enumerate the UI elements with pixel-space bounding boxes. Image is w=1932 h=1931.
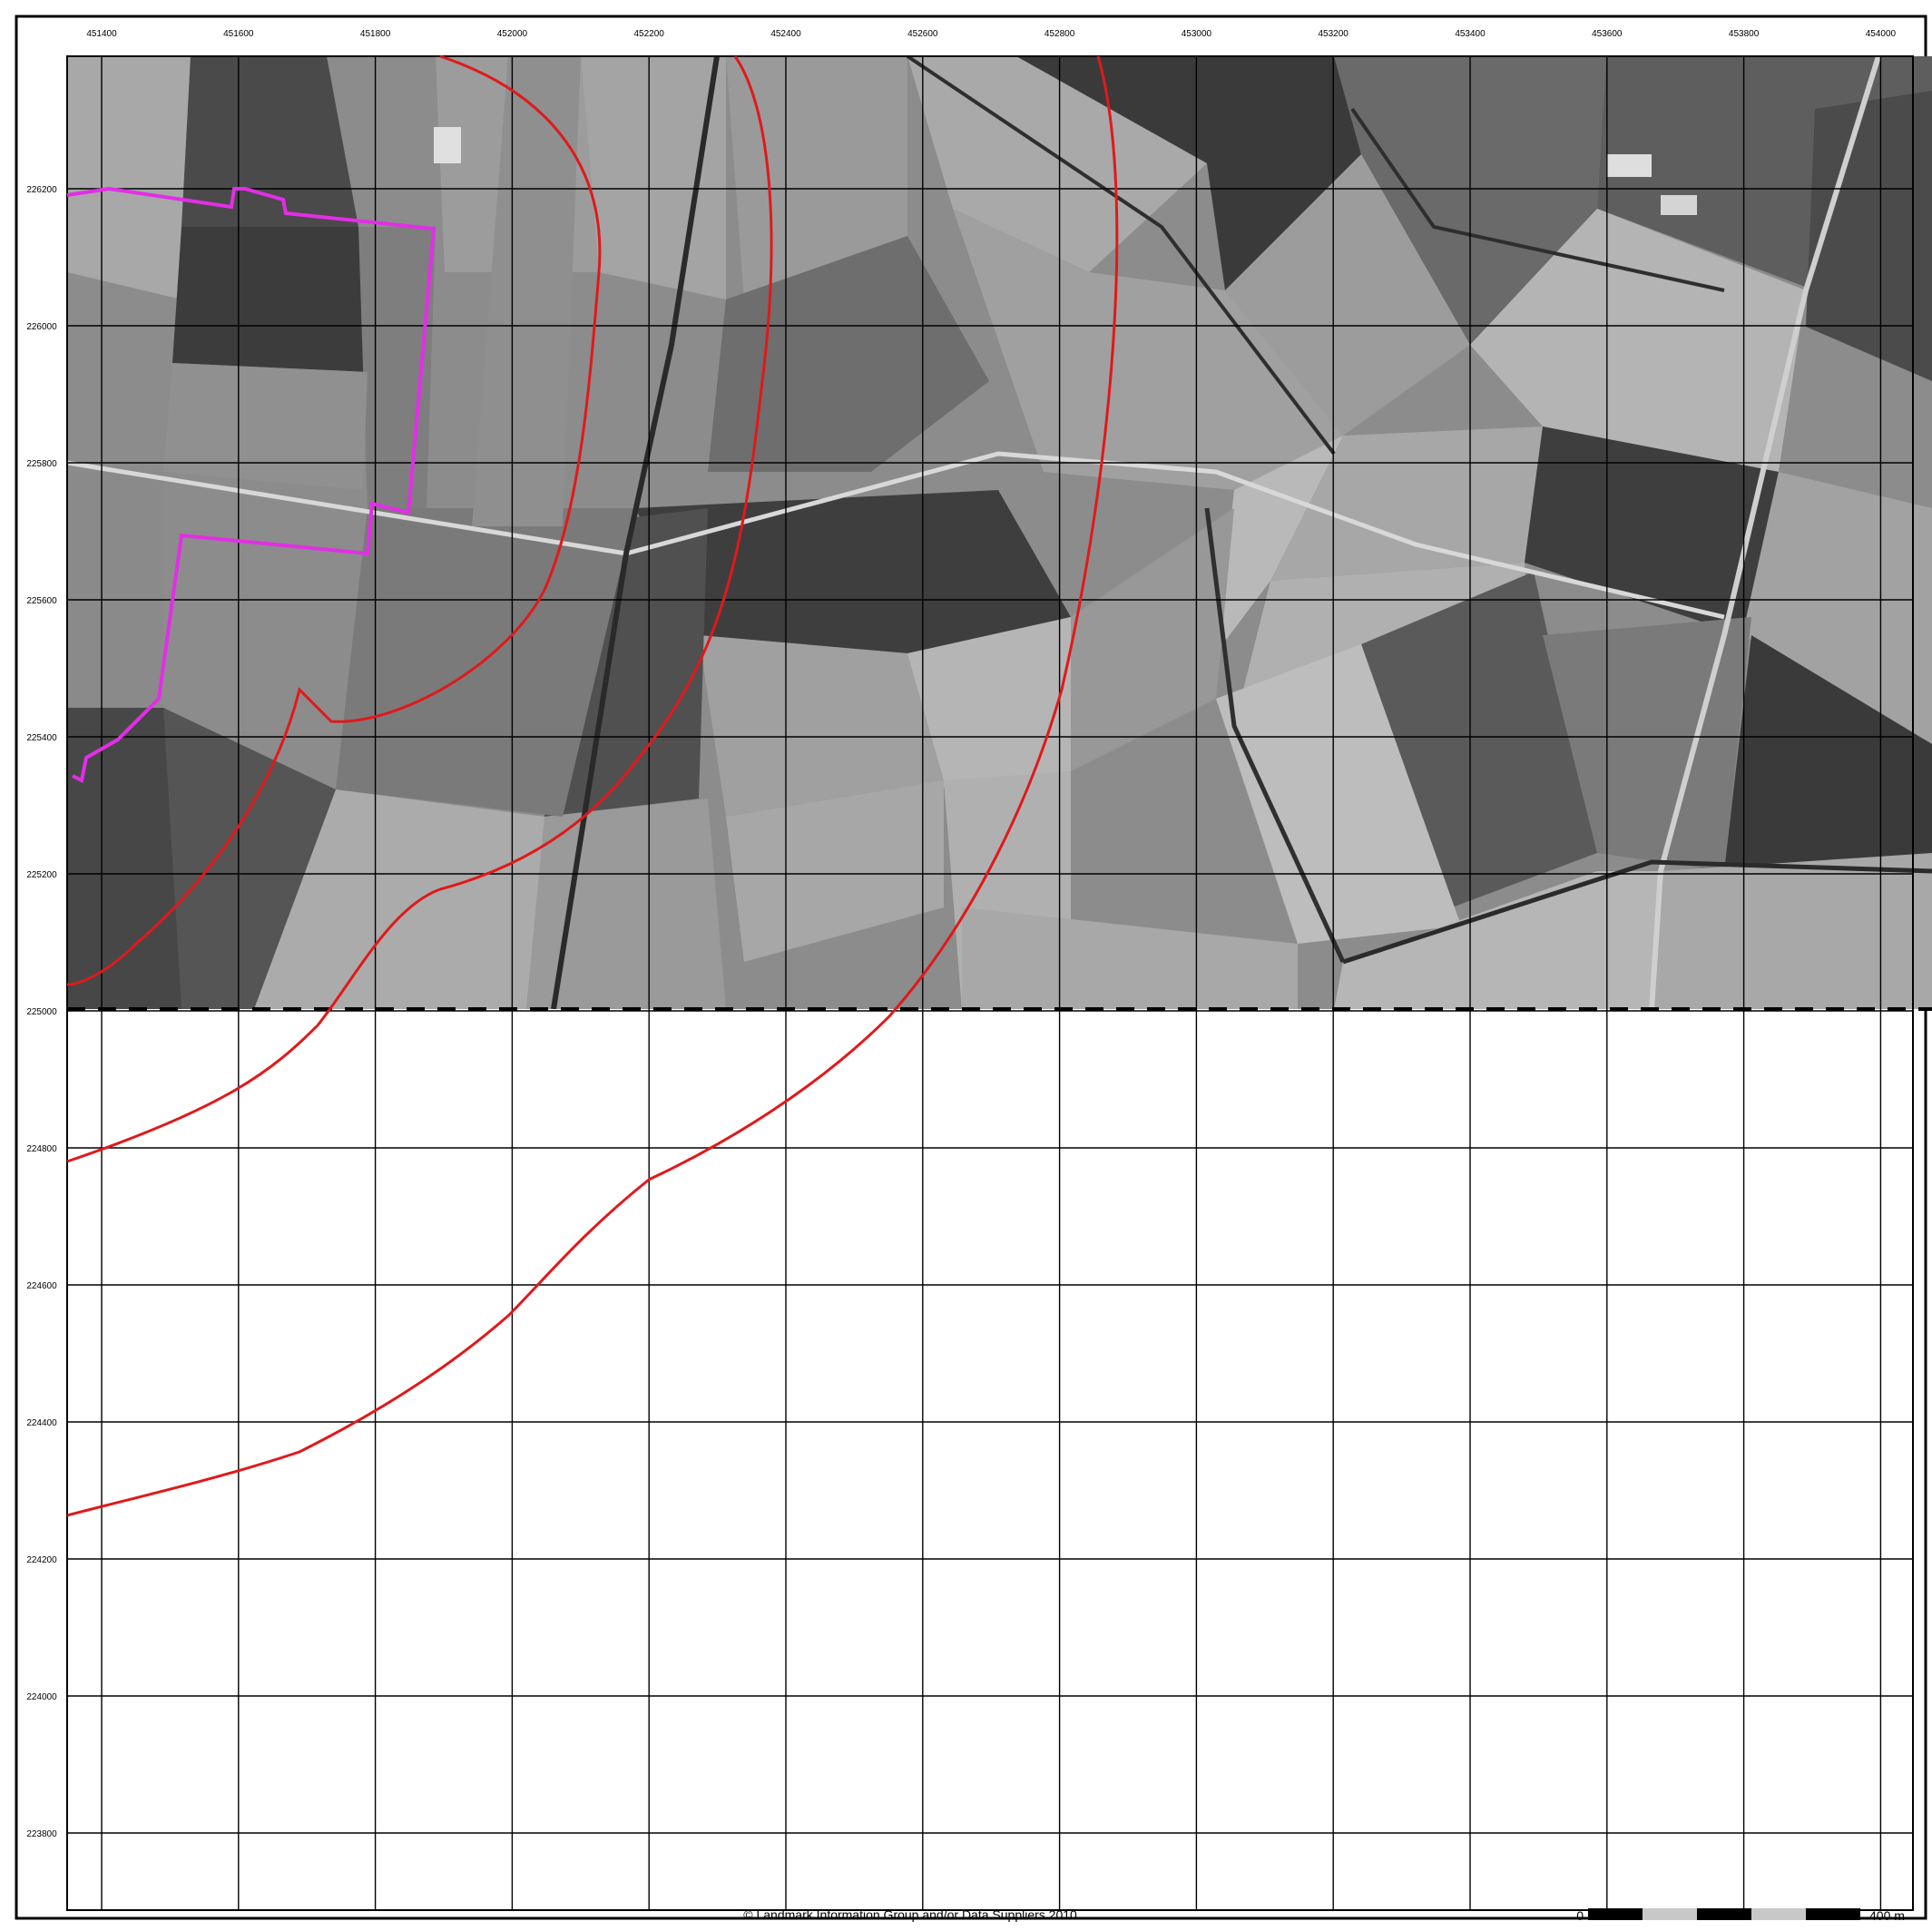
scale-bar-segment xyxy=(1806,1908,1860,1920)
easting-label: 452200 xyxy=(634,29,665,39)
northing-label: 224400 xyxy=(26,1418,57,1428)
easting-label: 454000 xyxy=(1866,29,1897,39)
buffer-lines xyxy=(66,54,1119,1517)
buffer-line-inner xyxy=(66,54,602,986)
scale-bar-segment xyxy=(1643,1908,1697,1920)
northing-label: 225000 xyxy=(26,1007,57,1017)
copyright-text: © Landmark Information Group and/or Data… xyxy=(743,1907,1080,1922)
scale-bar-segment xyxy=(1751,1908,1806,1920)
easting-label: 453600 xyxy=(1592,29,1623,39)
grid xyxy=(66,55,1914,1911)
northing-label: 225800 xyxy=(26,459,57,469)
northing-label: 224200 xyxy=(26,1555,57,1565)
easting-label: 452800 xyxy=(1044,29,1075,39)
easting-label: 453400 xyxy=(1455,29,1486,39)
northing-label: 224800 xyxy=(26,1144,57,1154)
northing-label: 226200 xyxy=(26,185,57,195)
scale-bar-segment xyxy=(1697,1908,1751,1920)
scale-bar: 0 400 m xyxy=(1576,1908,1905,1923)
buffer-line-outer xyxy=(66,55,1119,1517)
northing-label: 223800 xyxy=(26,1829,57,1839)
easting-label: 453800 xyxy=(1729,29,1760,39)
northing-label: 225600 xyxy=(26,596,57,606)
easting-label: 451600 xyxy=(223,29,254,39)
northing-labels: 226200 226000 225800 225600 225400 225200 2250… xyxy=(26,185,57,1839)
easting-label: 451400 xyxy=(86,29,117,39)
scale-bar-segment xyxy=(1588,1908,1643,1920)
scale-bar-end-label: 400 m xyxy=(1869,1908,1905,1923)
easting-label: 452600 xyxy=(907,29,938,39)
aerial-photograph xyxy=(67,56,1932,1009)
easting-label: 451800 xyxy=(360,29,391,39)
northing-label: 225200 xyxy=(26,870,57,880)
northing-label: 224000 xyxy=(26,1692,57,1702)
site-boundary xyxy=(66,186,436,783)
buffer-line-middle xyxy=(66,55,773,1163)
easting-labels: 451400 451600 451800 452000 452200 452400 4526… xyxy=(86,29,1896,39)
northing-label: 226000 xyxy=(26,322,57,332)
easting-label: 452000 xyxy=(497,29,528,39)
northing-label: 225400 xyxy=(26,733,57,743)
easting-label: 452400 xyxy=(770,29,801,39)
northing-label: 224600 xyxy=(26,1281,57,1291)
easting-label: 453200 xyxy=(1319,29,1349,39)
easting-label: 453000 xyxy=(1182,29,1212,39)
scale-bar-start-label: 0 xyxy=(1576,1908,1584,1923)
